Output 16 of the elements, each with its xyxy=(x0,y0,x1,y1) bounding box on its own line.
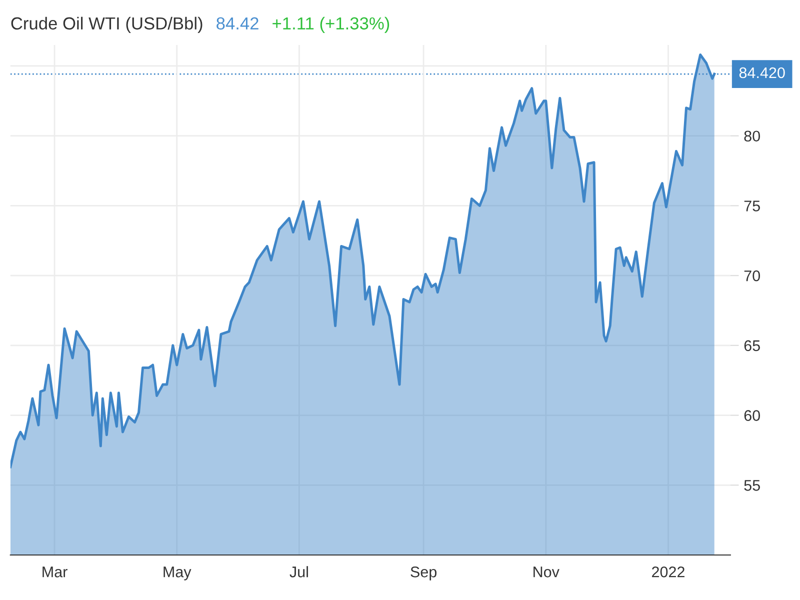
x-tick-label: May xyxy=(164,566,192,580)
y-tick-label: 75 xyxy=(744,200,760,212)
y-tick-label: 70 xyxy=(744,270,760,282)
x-tick-label: Sep xyxy=(410,566,436,580)
y-tick-label: 60 xyxy=(744,410,760,421)
text: +1.11 (+1.33%) xyxy=(272,16,390,33)
y-tick-label: 65 xyxy=(744,340,760,352)
ref-line-label: 84.420 xyxy=(739,67,785,78)
x-tick-label: 2022 xyxy=(652,566,684,578)
text: 84.42 xyxy=(216,17,258,30)
x-tick-label: Nov xyxy=(534,566,560,578)
y-tick-label: 80 xyxy=(744,130,760,142)
x-tick-label: Jul xyxy=(290,566,308,578)
y-tick-label: 55 xyxy=(744,480,760,491)
x-tick-label: Mar xyxy=(42,566,68,578)
chart-title: Crude Oil WTI (USD/Bbl) xyxy=(11,16,202,33)
